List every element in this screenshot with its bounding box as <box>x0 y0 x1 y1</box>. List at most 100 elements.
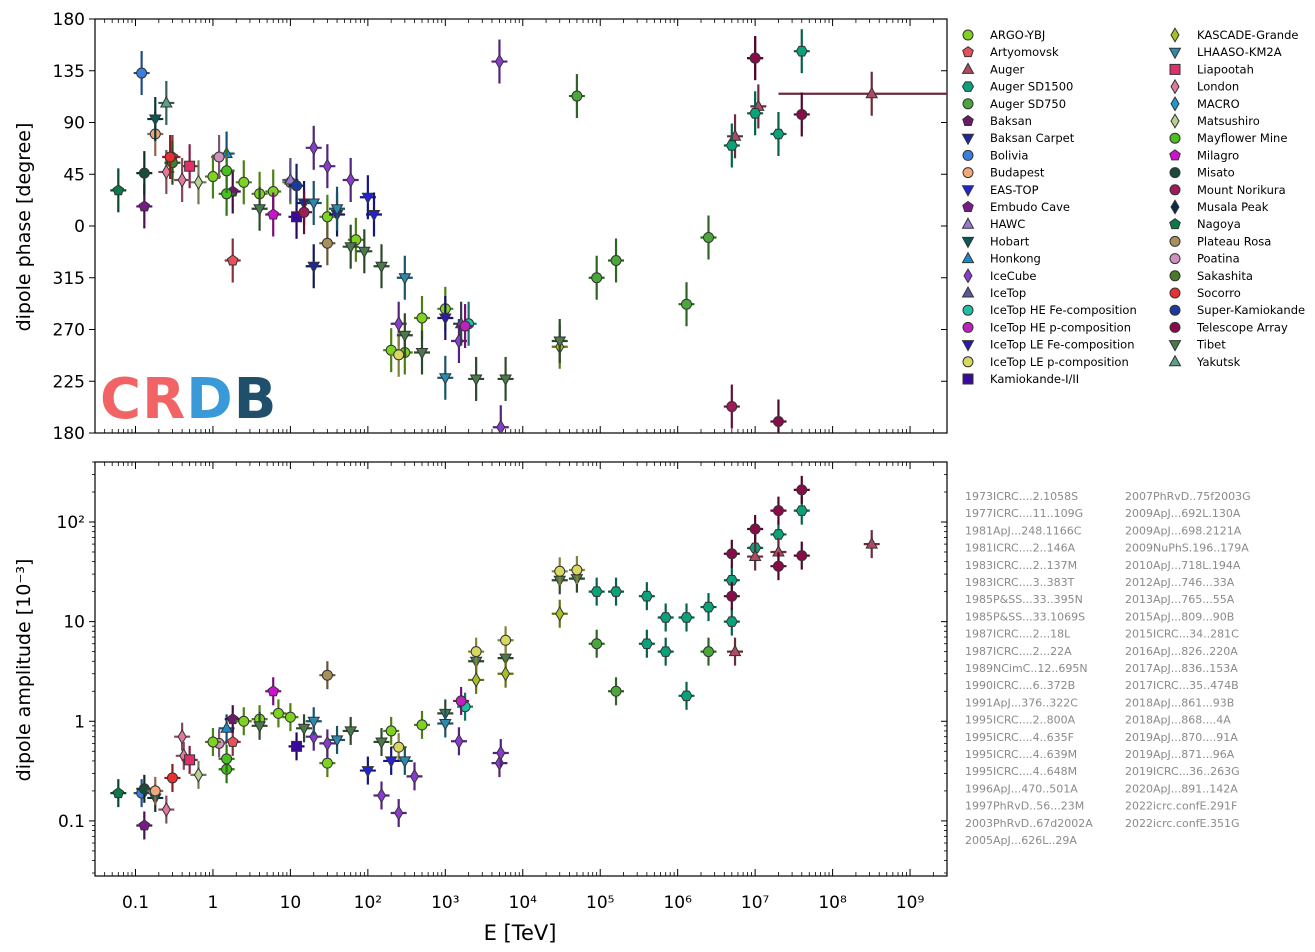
point-lhaaso-km2a <box>438 373 452 385</box>
y-tick-label: 315 <box>53 269 85 289</box>
legend-entry-baksan-carpet: Baksan Carpet <box>961 131 1075 146</box>
point-telescope-array <box>796 550 808 562</box>
y-tick-label: 45 <box>63 165 85 185</box>
legend-marker-budapest <box>962 167 974 179</box>
point-icetop-le-p-composition <box>393 349 405 361</box>
legend-entry-auger-sd1500: Auger SD1500 <box>961 80 1073 94</box>
reference-label: 2013ApJ...765...55A <box>1125 593 1235 606</box>
point-argo-ybj <box>207 736 219 748</box>
legend-marker-misato <box>1169 167 1181 179</box>
legend-entry-mayflower-mine: Mayflower Mine <box>1169 131 1287 145</box>
legend-entry-eas-top: EAS-TOP <box>961 183 1039 197</box>
point-argo-ybj <box>385 725 397 737</box>
legend-entry-honkong: Honkong <box>961 251 1041 266</box>
point-icecube <box>494 53 505 70</box>
legend-label: Misato <box>1197 166 1235 180</box>
point-auger-sd1500 <box>680 612 693 623</box>
amplitude-axis-title: dipole amplitude [10⁻³] <box>13 559 35 782</box>
point-auger-sd750 <box>571 90 583 102</box>
point-lhaaso-km2a <box>398 756 412 768</box>
point-london <box>177 728 187 745</box>
point-icecube <box>322 735 332 752</box>
point-icecube <box>394 805 404 821</box>
amplitude-data-layer <box>110 475 880 840</box>
point-auger-sd1500 <box>640 590 653 602</box>
point-argo-ybj <box>284 711 296 723</box>
legend-entry-musala-peak: Musala Peak <box>1170 199 1269 215</box>
point-icecube <box>346 172 356 188</box>
point-auger-sd1500 <box>772 529 785 540</box>
legend-marker-icecube <box>963 268 973 284</box>
legend-marker-kamiokande-i-ii <box>962 373 974 385</box>
legend-label: IceTop HE p-composition <box>990 320 1131 334</box>
reference-label: 2012ApJ...746...33A <box>1125 576 1235 589</box>
point-auger-sd1500 <box>659 646 672 657</box>
reference-label: 2009ApJ...692L.130A <box>1125 507 1241 520</box>
x-tick-label: 10² <box>354 893 382 913</box>
reference-label: 1981ApJ...248.1166C <box>965 524 1082 537</box>
legend: ARGO-YBJ Artyomovsk Auger Auger SD1500 Auger… <box>961 27 1305 386</box>
legend-marker-auger-sd750 <box>962 98 974 110</box>
x-tick-label: 10⁷ <box>741 893 770 913</box>
legend-marker-hawc <box>961 217 975 229</box>
point-icecube <box>394 316 404 332</box>
point-artyomovsk <box>226 735 239 747</box>
reference-label: 2019ICRC...36..263G <box>1125 765 1240 778</box>
point-icecube <box>322 158 332 174</box>
legend-label: Milagro <box>1197 148 1239 162</box>
reference-label: 1996ApJ...470..501A <box>965 782 1078 795</box>
phase-axis-title: dipole phase [degree] <box>13 123 35 332</box>
point-lhaaso-km2a <box>330 735 344 747</box>
legend-label: IceTop LE Fe-composition <box>990 338 1135 352</box>
point-super-kamiokande <box>291 180 303 192</box>
legend-entry-milagro: Milagro <box>1169 148 1239 162</box>
point-tibet <box>375 737 388 749</box>
point-tibet <box>344 726 358 738</box>
point-telescope-array <box>796 484 808 496</box>
phase-panel: CRDB 180 135 90 45 0 315 270 225 180 <box>53 10 948 444</box>
y-tick-label: 270 <box>53 321 85 341</box>
point-eas-top <box>361 192 375 205</box>
point-poatina <box>213 151 225 163</box>
legend-marker-icetop-he-p-composition <box>962 321 974 333</box>
point-auger-sd1500 <box>590 586 603 597</box>
y-tick-label: 10² <box>57 513 85 533</box>
legend-label: Baksan <box>990 114 1032 128</box>
y-tick-label: 10 <box>63 613 85 633</box>
legend-label: Bolivia <box>990 148 1028 162</box>
reference-label: 1973ICRC....2.1058S <box>965 490 1078 503</box>
point-kascade-grande <box>501 666 511 682</box>
reference-label: 1989NCimC..12..695N <box>965 662 1088 675</box>
x-tick-label: 10⁴ <box>509 893 538 913</box>
reference-label: 2009ApJ...698.2121A <box>1125 524 1242 537</box>
point-misato <box>138 783 150 795</box>
point-auger-sd750 <box>610 685 622 697</box>
reference-label: 2018ApJ...861...93B <box>1125 696 1234 709</box>
legend-label: Telescope Array <box>1196 320 1288 334</box>
legend-entry-icecube: IceCube <box>963 268 1036 284</box>
reference-label: 2022icrc.confE.291F <box>1125 800 1237 813</box>
point-auger <box>865 86 879 99</box>
legend-label: MACRO <box>1197 97 1240 111</box>
legend-label: Liapootah <box>1197 62 1254 76</box>
point-london <box>161 801 171 818</box>
reference-list: 1973ICRC....2.1058S 1977ICRC....11..109G 1… <box>965 490 1251 847</box>
point-auger-sd1500 <box>725 140 738 151</box>
reference-label: 1995ICRC....4..639M <box>965 748 1077 761</box>
legend-marker-matsushiro <box>1170 113 1180 129</box>
point-auger-sd1500 <box>640 638 653 649</box>
point-auger <box>728 644 742 657</box>
legend-marker-icetop-he-fe-composition <box>962 304 974 316</box>
legend-entry-argo-ybj: ARGO-YBJ <box>962 28 1045 42</box>
point-auger-sd750 <box>591 638 603 650</box>
legend-label: Super-Kamiokande <box>1197 303 1305 317</box>
point-kascade-grande <box>555 606 565 622</box>
y-tick-label: 90 <box>63 114 85 134</box>
point-baksan <box>226 713 239 725</box>
point-liapootah <box>184 754 196 766</box>
point-tibet <box>553 336 567 349</box>
point-icetop-le-p-composition <box>571 564 583 576</box>
legend-label: Matsushiro <box>1197 114 1260 128</box>
point-auger-sd1500 <box>749 108 762 119</box>
reference-label: 2009NuPhS.196..179A <box>1125 542 1249 555</box>
